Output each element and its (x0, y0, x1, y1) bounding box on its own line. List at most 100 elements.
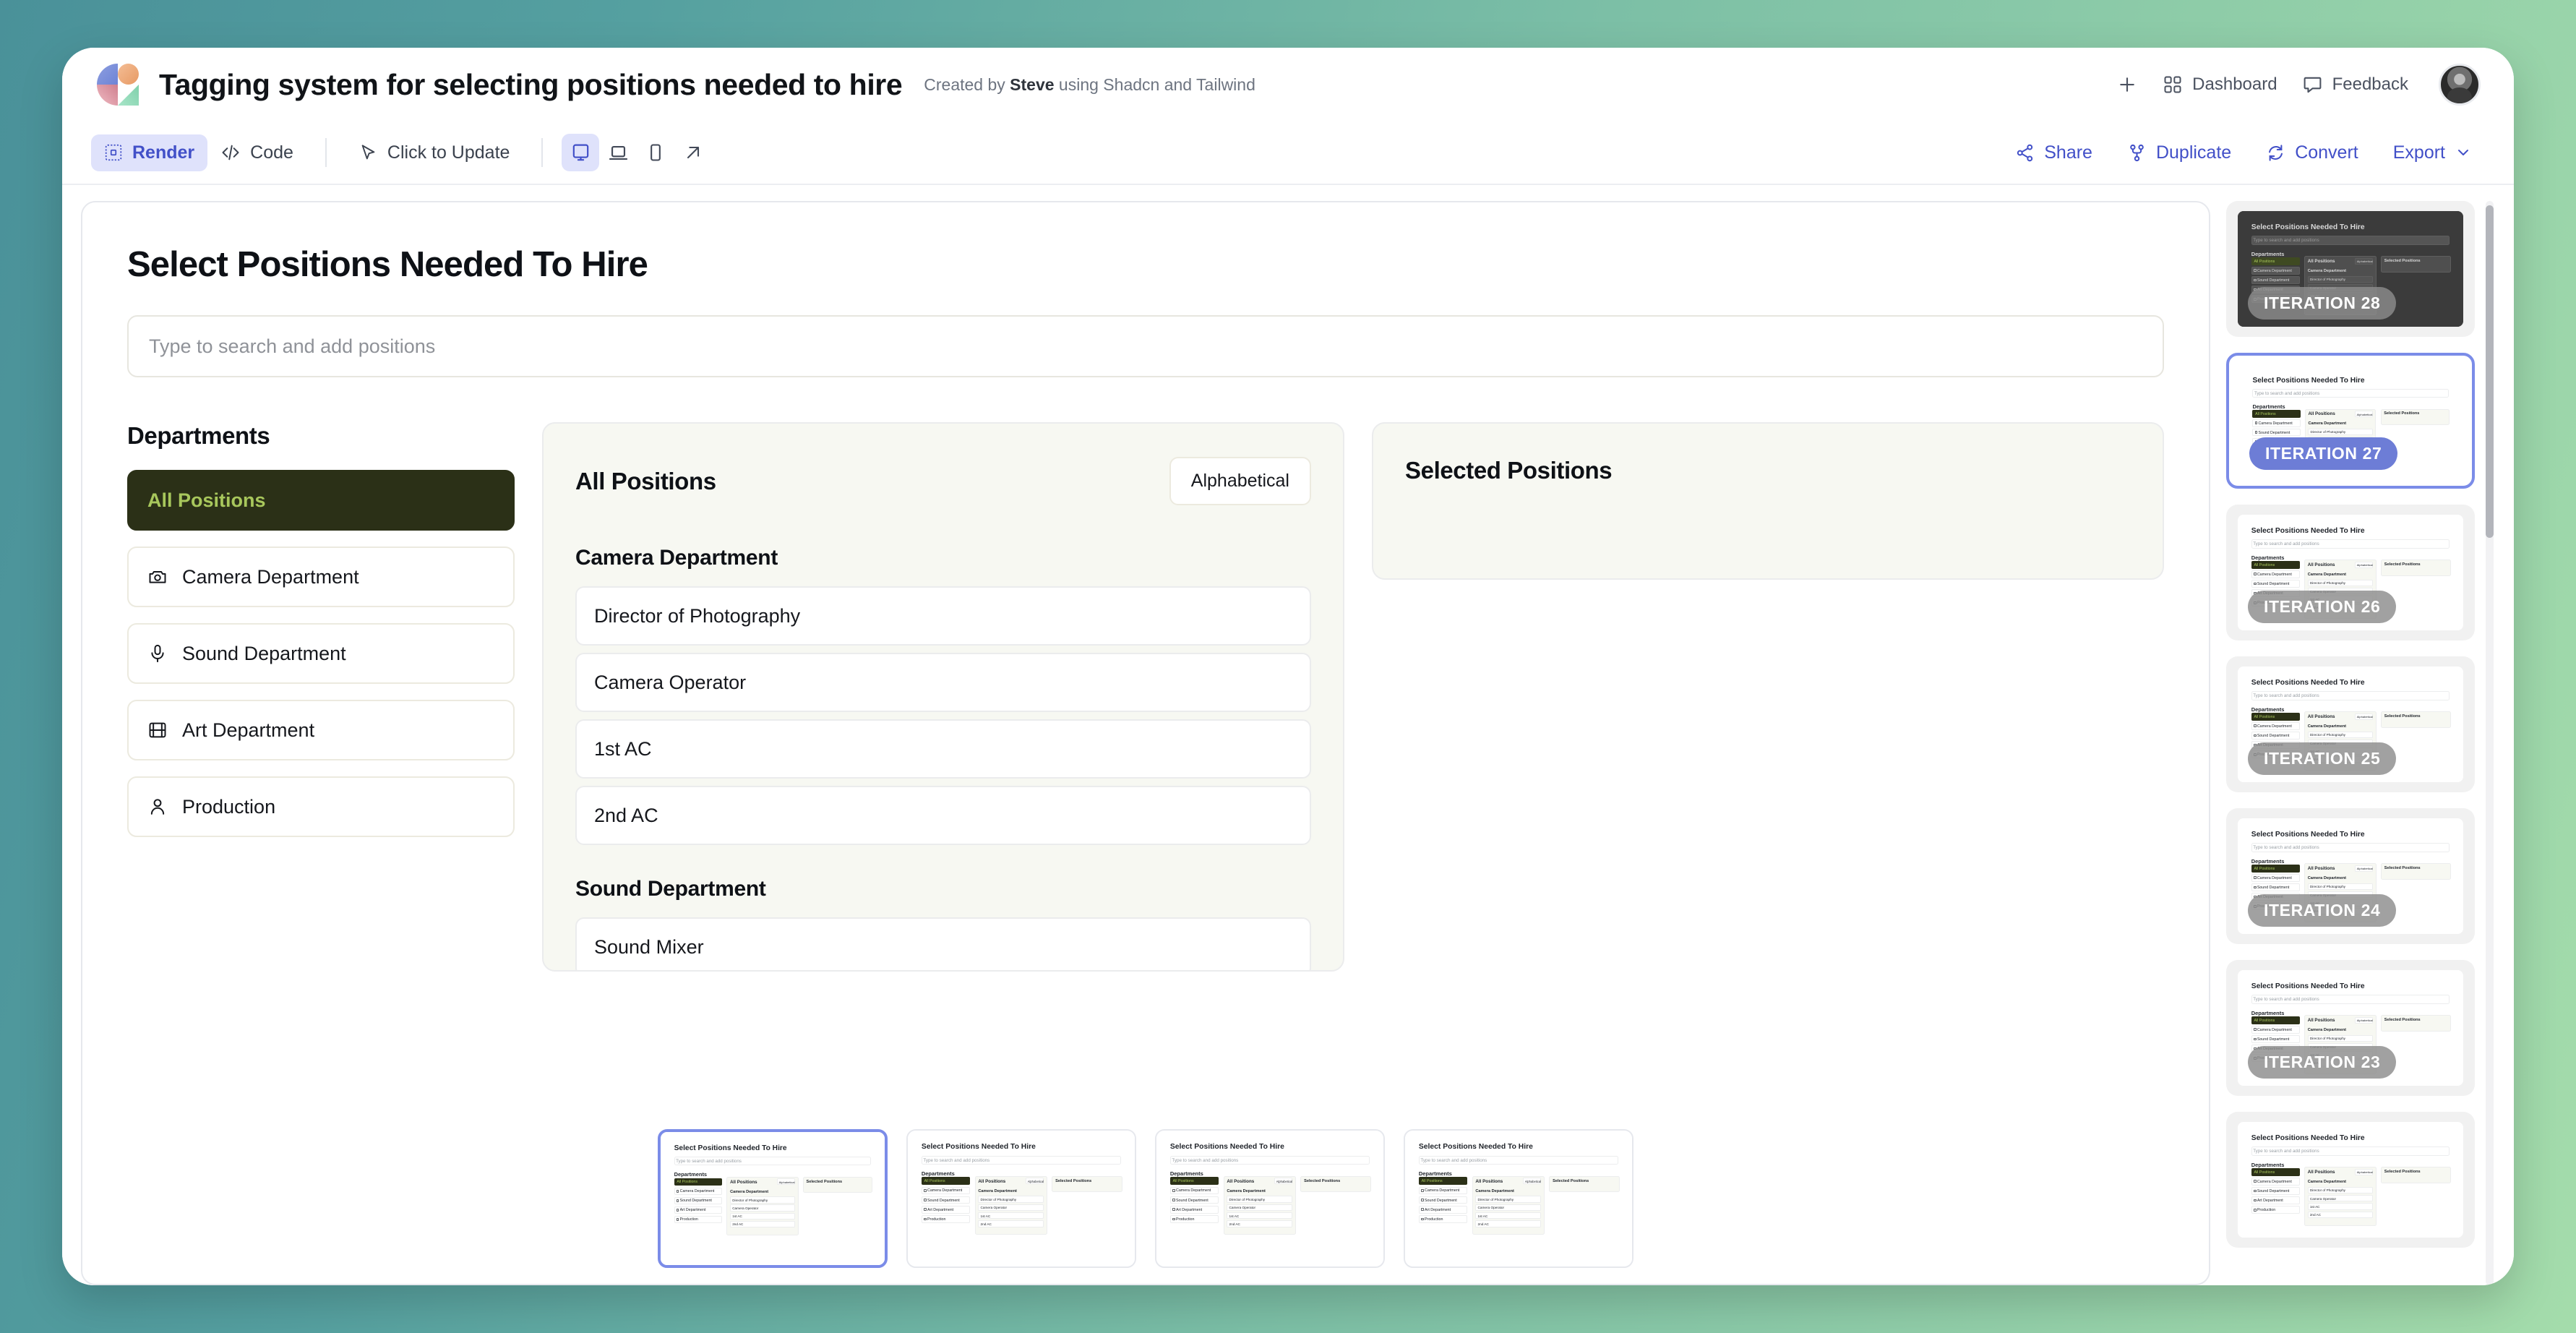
all-positions-panel: All Positions Alphabetical Camera Depart… (542, 422, 1344, 972)
plus-icon (2116, 74, 2138, 95)
share-button[interactable]: Share (2002, 134, 2105, 171)
click-to-update-button[interactable]: Click to Update (345, 134, 523, 171)
mobile-icon (645, 142, 666, 163)
variant-thumbnail[interactable]: Select Positions Needed To Hire Type to s… (1404, 1129, 1633, 1268)
tab-render[interactable]: Render (91, 134, 208, 171)
sidebar-item-all-positions[interactable]: All Positions (127, 470, 515, 531)
tab-code-label: Code (250, 142, 293, 163)
duplicate-label: Duplicate (2155, 142, 2232, 163)
top-header: Tagging system for selecting positions n… (62, 48, 2514, 121)
camera-icon (147, 567, 168, 587)
iteration-card[interactable]: Select Positions Needed To Hire Type to s… (2226, 1112, 2475, 1248)
canvas-wrapper: Select Positions Needed To Hire Type to … (81, 201, 2210, 1285)
iteration-card[interactable]: Select Positions Needed To Hire Type to s… (2226, 960, 2475, 1096)
all-positions-title: All Positions (575, 467, 716, 494)
duplicate-button[interactable]: Duplicate (2114, 134, 2244, 171)
variant-mini-preview: Select Positions Needed To Hire Type to s… (661, 1132, 885, 1265)
created-by-suffix: using Shadcn and Tailwind (1054, 74, 1255, 94)
iterations-sidebar: Select Positions Needed To Hire Type to s… (2226, 201, 2495, 1285)
avatar[interactable] (2439, 64, 2481, 106)
preview-page-title: Select Positions Needed To Hire (127, 245, 648, 284)
position-item[interactable]: Camera Operator (575, 653, 1311, 712)
iteration-card[interactable]: Select Positions Needed To Hire Type to s… (2226, 505, 2475, 640)
click-to-update-label: Click to Update (387, 142, 510, 163)
feedback-button[interactable]: Feedback (2302, 74, 2408, 95)
git-branch-icon (2127, 143, 2147, 163)
selected-positions-title: Selected Positions (1405, 457, 1613, 484)
position-item[interactable]: Director of Photography (575, 586, 1311, 646)
iteration-card[interactable]: Select Positions Needed To Hire Type to s… (2226, 808, 2475, 944)
chevron-down-icon (2455, 144, 2472, 161)
export-button[interactable]: Export (2380, 134, 2485, 171)
iteration-card[interactable]: Select Positions Needed To Hire Type to s… (2226, 353, 2475, 489)
position-item[interactable]: Sound Mixer (575, 917, 1311, 970)
convert-button[interactable]: Convert (2253, 134, 2371, 171)
iteration-badge: ITERATION 24 (2248, 894, 2397, 927)
variant-filmstrip: Select Positions Needed To Hire Type to s… (82, 1116, 2209, 1284)
sidebar-item-art-department[interactable]: Art Department (127, 700, 515, 760)
department-label: Camera Department (182, 565, 359, 588)
selected-positions-panel: Selected Positions (1372, 422, 2164, 580)
sidebar-item-production[interactable]: Production (127, 776, 515, 837)
iteration-card[interactable]: Select Positions Needed To Hire Type to s… (2226, 656, 2475, 792)
open-external-icon (683, 142, 703, 163)
variant-thumbnail[interactable]: Select Positions Needed To Hire Type to s… (906, 1129, 1136, 1268)
workspace: Select Positions Needed To Hire Type to … (62, 185, 2514, 1285)
created-by-label: Created by Steve using Shadcn and Tailwi… (924, 75, 1255, 95)
laptop-icon (608, 142, 629, 163)
code-icon (220, 142, 241, 163)
search-input[interactable]: Type to search and add positions (127, 315, 2164, 377)
position-item[interactable]: 1st AC (575, 719, 1311, 779)
iteration-badge: ITERATION 23 (2248, 1046, 2397, 1079)
preview-columns: Departments All Positions Camera Departm… (127, 422, 2164, 972)
iteration-badge: ITERATION 26 (2248, 591, 2397, 623)
editor-toolbar: Render Code Click to Update (62, 121, 2514, 185)
created-by-prefix: Created by (924, 74, 1010, 94)
open-external-button[interactable] (674, 134, 712, 171)
toolbar-divider-1 (325, 138, 327, 167)
speech-bubble-icon (2302, 74, 2323, 95)
department-label: Production (182, 795, 276, 818)
departments-column: Departments All Positions Camera Departm… (127, 422, 515, 853)
variant-thumbnail[interactable]: Select Positions Needed To Hire Type to s… (1155, 1129, 1385, 1268)
all-positions-header: All Positions Alphabetical (575, 457, 1311, 505)
created-by-author: Steve (1010, 74, 1055, 94)
iteration-card[interactable]: Select Positions Needed To Hire Type to s… (2226, 201, 2475, 337)
microphone-icon (147, 643, 168, 664)
export-label: Export (2392, 142, 2445, 163)
tab-code[interactable]: Code (207, 134, 306, 171)
toolbar-divider-2 (541, 138, 544, 167)
sidebar-item-sound-department[interactable]: Sound Department (127, 623, 515, 684)
share-label: Share (2044, 142, 2092, 163)
viewport-laptop-button[interactable] (599, 134, 637, 171)
viewport-desktop-button[interactable] (562, 134, 600, 171)
variant-thumbnail[interactable]: Select Positions Needed To Hire Type to s… (658, 1129, 888, 1268)
department-label: All Positions (147, 489, 266, 511)
position-item[interactable]: 2nd AC (575, 786, 1311, 845)
search-placeholder: Type to search and add positions (149, 335, 436, 357)
film-strip-icon (147, 720, 168, 740)
variant-mini-preview: Select Positions Needed To Hire Type to s… (908, 1131, 1135, 1266)
iterations-list: Select Positions Needed To Hire Type to s… (2226, 201, 2485, 1248)
scrollbar-thumb[interactable] (2486, 205, 2494, 538)
preview-content: Select Positions Needed To Hire Type to … (82, 202, 2209, 1013)
preview-canvas: Select Positions Needed To Hire Type to … (81, 201, 2210, 1285)
group-spacer (575, 852, 1311, 877)
variant-mini-preview: Select Positions Needed To Hire Type to s… (1405, 1131, 1632, 1266)
share-icon (2015, 143, 2035, 163)
convert-label: Convert (2295, 142, 2358, 163)
dashboard-button[interactable]: Dashboard (2163, 74, 2277, 95)
grid-icon (2163, 74, 2183, 95)
render-frame-icon (104, 143, 123, 162)
viewport-mobile-button[interactable] (637, 134, 674, 171)
sort-alphabetical-button[interactable]: Alphabetical (1169, 457, 1311, 505)
departments-heading: Departments (127, 422, 270, 449)
cursor-icon (359, 143, 378, 163)
sidebar-item-camera-department[interactable]: Camera Department (127, 547, 515, 607)
header-actions: Dashboard Feedback (2116, 64, 2481, 106)
iteration-mini-preview: Select Positions Needed To Hire Type to s… (2238, 1122, 2463, 1238)
tab-render-label: Render (132, 142, 195, 163)
iteration-badge: ITERATION 27 (2249, 437, 2398, 470)
add-button[interactable] (2116, 74, 2138, 95)
desktop-icon (570, 142, 591, 163)
